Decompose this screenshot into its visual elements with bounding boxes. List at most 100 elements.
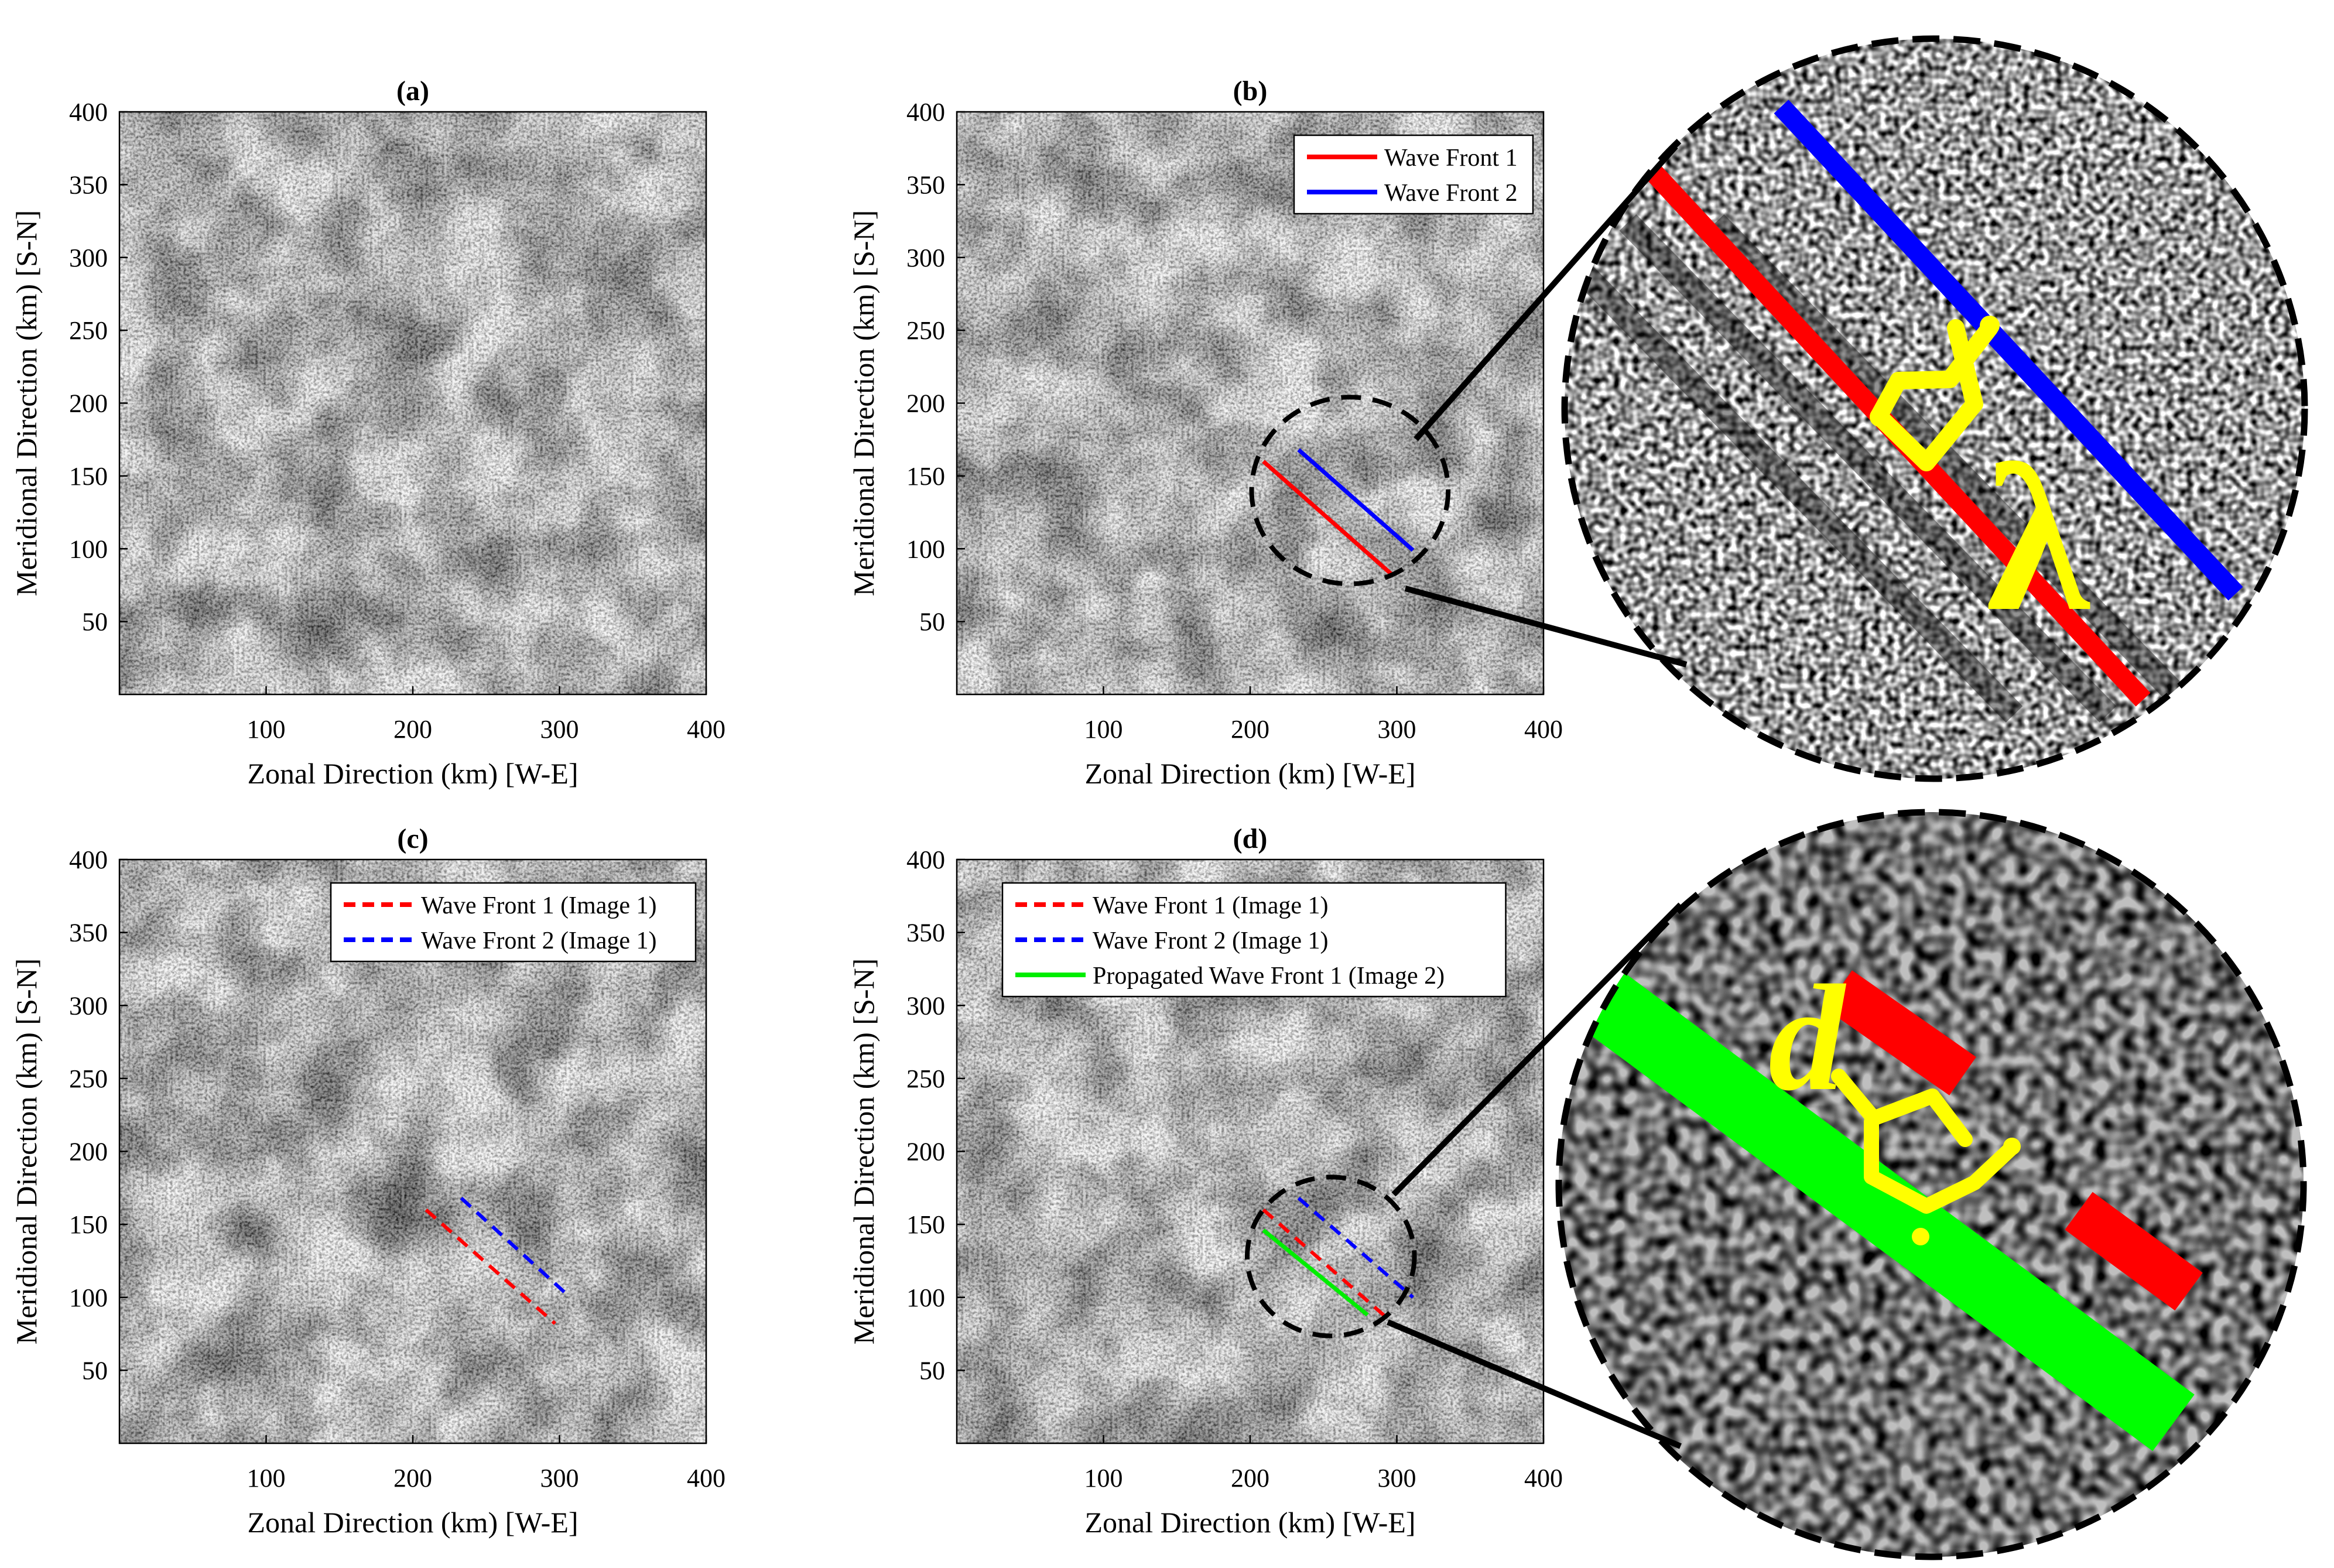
wave-front-line (1262, 460, 1394, 577)
inset-bottom: d (1555, 809, 2307, 1560)
wave-front-1-segment (1825, 970, 1976, 1095)
panel-title: (a) (396, 76, 429, 107)
y-tick-label: 250 (69, 316, 108, 345)
x-tick-label: 300 (540, 1464, 579, 1492)
y-tick-label: 50 (82, 608, 108, 636)
wave-front-line (460, 1197, 567, 1295)
panel-d: 100 200 300 400 50 100 150 200 250 300 350 400 Zonal… (847, 823, 1563, 1539)
legend-label: Wave Front 1 (Image 1) (1093, 892, 1329, 919)
x-tick-label: 200 (393, 715, 432, 744)
legend-box (1293, 134, 1534, 215)
x-tick-label: 400 (687, 715, 725, 744)
legend: Wave Front 1 (Image 1) Wave Front 2 (Imag… (330, 882, 697, 963)
zoom-circle (1249, 395, 1451, 587)
legend-label: Wave Front 1 (1384, 145, 1518, 172)
y-axis-label: Meridional Direction (km) [S-N] (847, 210, 880, 597)
y-tick-label: 200 (69, 389, 108, 418)
inset-image: λ (1565, 39, 2305, 779)
x-tick-label: 100 (247, 1464, 286, 1492)
panel-title: (d) (1233, 823, 1268, 854)
panel-image (119, 112, 706, 694)
x-tick-label: 400 (1524, 715, 1563, 744)
y-tick-label: 250 (906, 316, 945, 345)
y-tick-label: 350 (906, 919, 945, 947)
y-tick-label: 100 (906, 1283, 945, 1312)
x-axis-label: Zonal Direction (km) [W-E] (1084, 757, 1415, 790)
bracket-upper (1831, 1069, 1973, 1147)
inset-image: d (1559, 812, 2304, 1557)
panel-title: (c) (397, 823, 428, 854)
x-tick-label: 300 (540, 715, 579, 744)
y-axis-label: Meridional Direction (km) [S-N] (847, 958, 880, 1345)
inset-top: λ (1561, 35, 2308, 782)
panel-c: 100 200 300 400 50 100 150 200 250 300 350 400 Zonal… (10, 823, 725, 1539)
x-tick-label: 100 (1084, 715, 1123, 744)
inset-border (1561, 35, 2308, 782)
striation (1565, 214, 2023, 723)
bracket-lower (1864, 1114, 2020, 1214)
y-tick-label: 300 (906, 244, 945, 272)
striation (1619, 214, 2117, 723)
bracket-end (1980, 316, 2000, 335)
striation (1707, 214, 2205, 723)
y-tick-label: 150 (906, 462, 945, 491)
y-tick-label: 100 (906, 535, 945, 563)
y-tick-label: 250 (906, 1064, 945, 1093)
y-tick-label: 300 (69, 991, 108, 1020)
legend-box (1001, 882, 1507, 998)
y-tick-label: 50 (82, 1356, 108, 1385)
x-tick-label: 300 (1378, 1464, 1416, 1492)
y-axis-label: Meridional Direction (km) [S-N] (10, 210, 43, 597)
y-tick-label: 200 (69, 1138, 108, 1166)
bracket-lower (1871, 319, 1983, 471)
propagated-front-zoom (1567, 961, 2195, 1451)
y-tick-label: 150 (69, 462, 108, 491)
x-axis-label: Zonal Direction (km) [W-E] (1084, 1506, 1415, 1539)
wave-front-line (425, 1208, 556, 1325)
x-tick-label: 200 (393, 1464, 432, 1492)
legend-box (330, 882, 697, 963)
wave-front-2-zoom (1774, 100, 2243, 601)
y-tick-label: 400 (69, 845, 108, 874)
y-tick-label: 100 (69, 535, 108, 563)
legend-label: Wave Front 2 (Image 1) (1093, 927, 1329, 954)
panel-title: (b) (1233, 76, 1268, 107)
bracket-end (1870, 407, 1890, 427)
legend-label: Wave Front 2 (1384, 180, 1518, 207)
y-tick-label: 400 (69, 98, 108, 126)
zoom-circle (1244, 1175, 1417, 1338)
legend-label: Wave Front 2 (Image 1) (421, 927, 657, 954)
legend-label: Propagated Wave Front 1 (Image 2) (1093, 963, 1445, 990)
y-tick-label: 350 (906, 170, 945, 199)
connector-line (1387, 1319, 1682, 1449)
wave-front-1-segment (2065, 1192, 2203, 1311)
y-tick-label: 300 (906, 991, 945, 1020)
wave-front-line (1297, 448, 1415, 552)
y-tick-label: 400 (906, 845, 945, 874)
y-tick-label: 400 (906, 98, 945, 126)
inset-border (1555, 809, 2307, 1560)
y-tick-label: 250 (69, 1064, 108, 1093)
y-tick-label: 350 (69, 919, 108, 947)
wave-front-line (1297, 1196, 1415, 1299)
x-tick-label: 100 (247, 715, 286, 744)
x-tick-label: 400 (1524, 1464, 1563, 1492)
y-tick-label: 50 (919, 1356, 945, 1385)
bracket-end (1912, 1228, 1929, 1245)
connector-line (1391, 902, 1683, 1197)
wave-front-line (1262, 1208, 1387, 1318)
wave-front-line (1262, 1228, 1369, 1317)
y-tick-label: 200 (906, 1138, 945, 1166)
y-tick-label: 150 (69, 1210, 108, 1239)
y-tick-label: 100 (69, 1283, 108, 1312)
connector-line (1414, 144, 1678, 441)
y-tick-label: 150 (906, 1210, 945, 1239)
y-tick-label: 50 (919, 608, 945, 636)
panel-b: 100 200 300 400 50 100 150 200 250 300 350 400 Zonal… (847, 76, 1563, 790)
legend-label: Wave Front 1 (Image 1) (421, 892, 657, 919)
panel-a: 100 200 300 400 50 100 150 200 250 300 350 400 Zonal… (10, 76, 725, 790)
x-tick-label: 200 (1231, 1464, 1269, 1492)
x-axis-label: Zonal Direction (km) [W-E] (247, 1506, 578, 1539)
